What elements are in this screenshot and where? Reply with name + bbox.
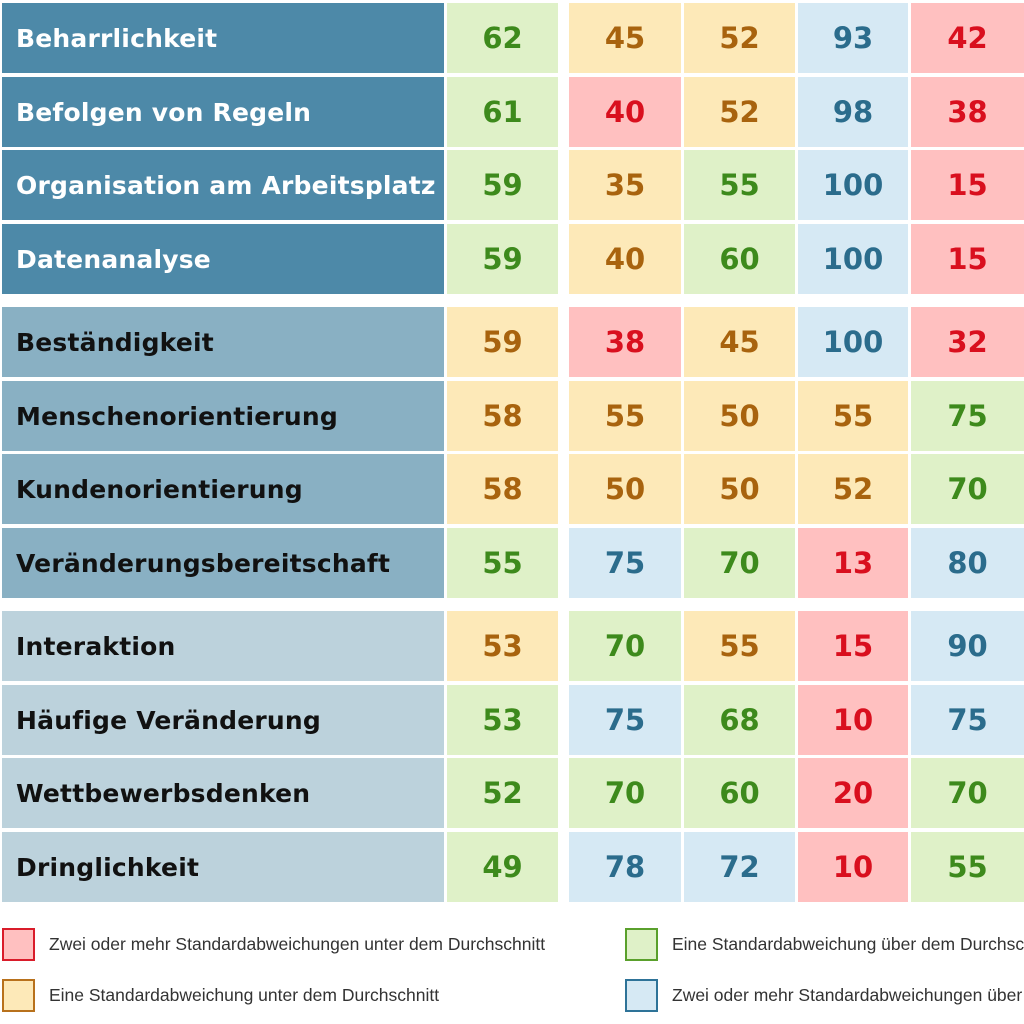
score-cell: 98 — [798, 77, 908, 147]
score-cell: 62 — [447, 3, 558, 73]
score-cell: 100 — [798, 150, 908, 220]
row-label: Interaktion — [2, 611, 444, 681]
score-cell: 40 — [569, 77, 681, 147]
row-label: Beständigkeit — [2, 307, 444, 377]
row-label: Häufige Veränderung — [2, 685, 444, 755]
score-cell: 70 — [911, 454, 1024, 524]
score-cell: 58 — [447, 454, 558, 524]
legend: Zwei oder mehr Standardabweichungen unte… — [0, 925, 1024, 1024]
legend-text: Zwei oder mehr Standardabweichungen über… — [672, 985, 1024, 1005]
score-cell: 55 — [911, 832, 1024, 902]
score-cell: 50 — [684, 454, 795, 524]
legend-text: Eine Standardabweichung über dem Durchsc… — [672, 934, 1024, 954]
score-cell: 10 — [798, 832, 908, 902]
score-cell: 61 — [447, 77, 558, 147]
score-cell: 55 — [684, 150, 795, 220]
score-cell: 78 — [569, 832, 681, 902]
score-cell: 13 — [798, 528, 908, 598]
row-label: Befolgen von Regeln — [2, 77, 444, 147]
score-cell: 60 — [684, 224, 795, 294]
score-cell: 70 — [569, 611, 681, 681]
score-cell: 75 — [911, 381, 1024, 451]
score-cell: 15 — [911, 224, 1024, 294]
row-label: Dringlichkeit — [2, 832, 444, 902]
score-cell: 52 — [798, 454, 908, 524]
score-cell: 75 — [569, 685, 681, 755]
score-cell: 93 — [798, 3, 908, 73]
legend-item: Eine Standardabweichung über dem Durchsc… — [625, 928, 1024, 961]
legend-swatch — [625, 928, 658, 961]
score-cell: 72 — [684, 832, 795, 902]
row-label: Wettbewerbsdenken — [2, 758, 444, 828]
score-cell: 40 — [569, 224, 681, 294]
row-label: Datenanalyse — [2, 224, 444, 294]
score-cell: 15 — [798, 611, 908, 681]
legend-item: Zwei oder mehr Standardabweichungen unte… — [2, 928, 545, 961]
score-cell: 55 — [798, 381, 908, 451]
score-cell: 45 — [684, 307, 795, 377]
score-cell: 80 — [911, 528, 1024, 598]
score-cell: 70 — [684, 528, 795, 598]
row-label: Beharrlichkeit — [2, 3, 444, 73]
score-cell: 60 — [684, 758, 795, 828]
score-cell: 70 — [569, 758, 681, 828]
score-cell: 38 — [569, 307, 681, 377]
score-cell: 55 — [569, 381, 681, 451]
score-cell: 59 — [447, 224, 558, 294]
score-cell: 75 — [911, 685, 1024, 755]
score-cell: 100 — [798, 307, 908, 377]
row-label: Menschenorientierung — [2, 381, 444, 451]
row-label: Kundenorientierung — [2, 454, 444, 524]
score-cell: 58 — [447, 381, 558, 451]
row-label: Veränderungsbereitschaft — [2, 528, 444, 598]
legend-swatch — [2, 928, 35, 961]
legend-item: Eine Standardabweichung unter dem Durchs… — [2, 979, 439, 1012]
score-cell: 52 — [684, 3, 795, 73]
score-cell: 50 — [569, 454, 681, 524]
score-cell: 53 — [447, 611, 558, 681]
legend-swatch — [625, 979, 658, 1012]
score-cell: 42 — [911, 3, 1024, 73]
score-cell: 45 — [569, 3, 681, 73]
legend-swatch — [2, 979, 35, 1012]
legend-text: Zwei oder mehr Standardabweichungen unte… — [49, 934, 546, 954]
score-cell: 20 — [798, 758, 908, 828]
score-cell: 53 — [447, 685, 558, 755]
score-table: Beharrlichkeit 62 45 52 93 42 Befolgen von Reg… — [2, 3, 1024, 902]
score-cell: 38 — [911, 77, 1024, 147]
score-cell: 32 — [911, 307, 1024, 377]
score-cell: 70 — [911, 758, 1024, 828]
score-cell: 35 — [569, 150, 681, 220]
score-cell: 49 — [447, 832, 558, 902]
score-cell: 52 — [684, 77, 795, 147]
score-cell: 59 — [447, 150, 558, 220]
score-cell: 55 — [684, 611, 795, 681]
score-cell: 90 — [911, 611, 1024, 681]
score-cell: 50 — [684, 381, 795, 451]
row-label: Organisation am Arbeitsplatz — [2, 150, 444, 220]
score-cell: 52 — [447, 758, 558, 828]
score-cell: 10 — [798, 685, 908, 755]
score-cell: 100 — [798, 224, 908, 294]
score-cell: 68 — [684, 685, 795, 755]
score-cell: 59 — [447, 307, 558, 377]
legend-text: Eine Standardabweichung unter dem Durchs… — [49, 985, 440, 1005]
legend-item: Zwei oder mehr Standardabweichungen über… — [625, 979, 1024, 1012]
score-cell: 75 — [569, 528, 681, 598]
score-cell: 55 — [447, 528, 558, 598]
score-cell: 15 — [911, 150, 1024, 220]
